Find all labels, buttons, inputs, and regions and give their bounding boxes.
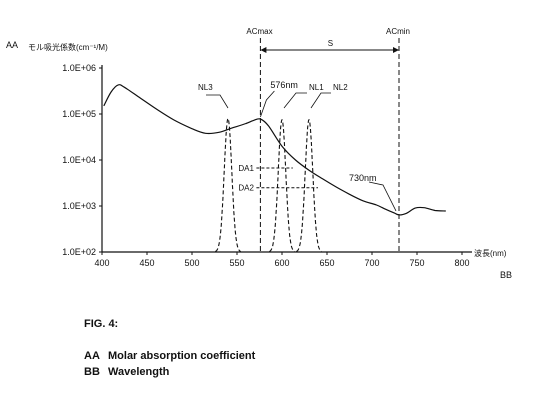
x-tick-label: 400 [94, 258, 109, 268]
peak-576-label: 576nm [270, 80, 298, 90]
legend-code: AA [84, 350, 100, 362]
nl2-curve [296, 119, 322, 252]
nl3-label: NL3 [198, 83, 213, 92]
nl1-leader [283, 92, 307, 109]
legend-text: Molar absorption coefficient [108, 350, 256, 362]
caption-legend-bb: BB Wavelength [84, 366, 169, 378]
min-730-leader [368, 181, 397, 212]
span-label: S [328, 39, 333, 48]
nl1-label: NL1 [309, 83, 324, 92]
min-730-label: 730nm [349, 173, 377, 183]
da2-label: DA2 [238, 184, 254, 193]
x-tick-label: 800 [454, 258, 469, 268]
y-tick-group: 1.0E+02 1.0E+03 1.0E+04 1.0E+05 1.0E+06 [62, 63, 102, 257]
figure-caption: FIG. 4: [84, 318, 118, 330]
da1-label: DA1 [238, 164, 254, 173]
x-axis-label-code: BB [500, 270, 512, 280]
y-tick-label: 1.0E+03 [62, 201, 96, 211]
spectrum-figure: AA モル吸光係数(cm⁻¹/M) 1.0E+021.0E+031.0E+041… [6, 27, 512, 280]
x-tick-label: 700 [364, 258, 379, 268]
absorption-curve [103, 84, 446, 216]
x-tick-label: 500 [184, 258, 199, 268]
y-tick-label: 1.0E+05 [62, 109, 96, 119]
acmin-label: ACmin [386, 27, 410, 36]
x-axis-label-jp: 波長(nm) [474, 248, 507, 258]
acmax-label: ACmax [246, 27, 272, 36]
nl2-leader [310, 92, 331, 109]
x-tick-label: 600 [274, 258, 289, 268]
y-tick-label: 1.0E+04 [62, 155, 96, 165]
span-arrowhead-right [393, 47, 399, 53]
legend-text: Wavelength [108, 366, 170, 378]
y-tick-label: 1.0E+02 [62, 247, 96, 257]
peak-576-leader [260, 90, 275, 118]
x-tick-group: 400 450 500 550 600 650 700 750 800 [94, 252, 470, 268]
span-arrowhead-left [260, 47, 267, 53]
y-axis-label-jp: モル吸光係数(cm⁻¹/M) [28, 42, 108, 52]
x-tick-label: 550 [229, 258, 244, 268]
figure-number: FIG. 4: [84, 318, 119, 330]
corner-label: AA [6, 40, 18, 50]
x-tick-label: 750 [409, 258, 424, 268]
nl1-curve [269, 119, 295, 252]
nl2-label: NL2 [333, 83, 348, 92]
nl3-curve [215, 117, 241, 252]
nl3-leader [206, 94, 229, 109]
x-tick-label: 650 [319, 258, 334, 268]
legend-code: BB [84, 366, 100, 378]
y-tick-label: 1.0E+06 [62, 63, 96, 73]
caption-legend-aa: AA Molar absorption coefficient [84, 350, 255, 362]
x-tick-label: 450 [139, 258, 154, 268]
